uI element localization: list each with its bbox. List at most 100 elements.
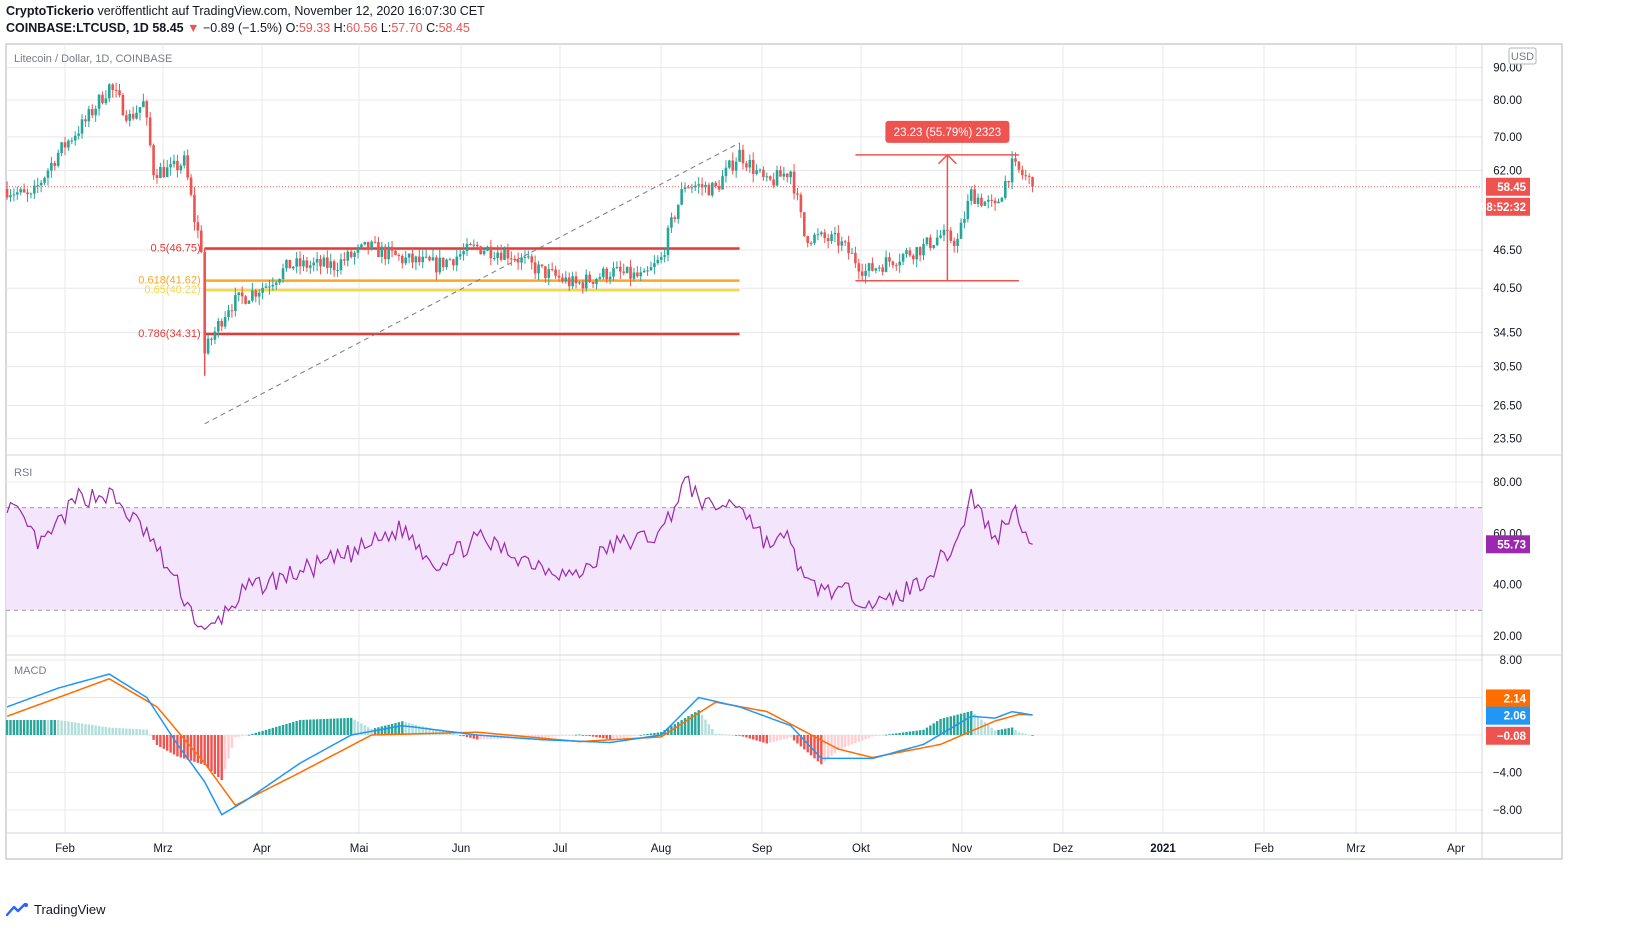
macd-histogram-bar: [367, 727, 370, 735]
macd-histogram-bar: [206, 735, 210, 768]
macd-histogram-bar: [901, 732, 905, 735]
price-axis[interactable]: 90.00 80.00 70.00 62.00 46.50 40.50 34.50 30.50…: [1493, 47, 1537, 817]
macd-histogram-bar: [779, 735, 782, 741]
macd-histogram-bar: [428, 727, 431, 735]
macd-histogram-bar: [605, 735, 608, 739]
rsi-band-fill: [6, 507, 1482, 611]
candle-body: [336, 270, 339, 272]
candle-body: [165, 167, 169, 178]
candle-body: [312, 262, 316, 266]
macd-histogram-bar: [234, 735, 237, 738]
candle-body: [820, 232, 823, 235]
macd-histogram-bar: [251, 733, 254, 735]
macd-histogram-bar: [315, 719, 319, 735]
candle-body: [80, 119, 84, 134]
candle-body: [530, 256, 534, 263]
candle-body: [629, 266, 632, 279]
macd-histogram-bar: [987, 724, 990, 735]
macd-histogram-bar: [864, 735, 867, 740]
candle-body: [578, 282, 581, 284]
macd-histogram-bar: [922, 729, 925, 735]
candle-body: [523, 256, 527, 258]
macd-histogram-bar: [448, 732, 452, 735]
macd-histogram-bar: [424, 727, 428, 735]
candle-body: [721, 176, 724, 190]
candle-body: [70, 140, 74, 142]
macd-histogram-bar: [690, 714, 694, 735]
candle-body: [779, 170, 782, 177]
macd-histogram-bar: [741, 735, 745, 737]
macd-histogram-bar: [404, 722, 407, 735]
open-value: 59.33: [298, 21, 331, 35]
macd-histogram-bar: [932, 723, 935, 735]
candle-body: [377, 242, 380, 258]
macd-histogram-bar: [533, 735, 537, 738]
candle-body: [704, 184, 707, 188]
tradingview-logo-icon: [6, 902, 28, 916]
close-value: 58.45: [438, 21, 470, 35]
candle-body: [619, 266, 622, 272]
macd-histogram-bar: [193, 735, 196, 762]
macd-histogram-bar: [240, 735, 244, 737]
candle-body: [135, 112, 138, 119]
candle-body: [656, 259, 660, 264]
chart-frame: [5, 43, 1563, 860]
candle-body: [768, 176, 772, 180]
macd-histogram-bar: [881, 735, 884, 736]
macd-histogram-bar: [888, 734, 891, 736]
candle-body: [540, 264, 544, 267]
candle-body: [516, 259, 520, 263]
footer-brand[interactable]: TradingView: [6, 902, 106, 917]
time-tick: Mrz: [153, 843, 172, 855]
macd-histogram-bar: [697, 710, 700, 735]
candle-body: [956, 238, 959, 246]
macd-histogram-bar: [465, 735, 469, 738]
candle-body: [264, 286, 268, 288]
macd-histogram-bar: [673, 724, 677, 735]
candle-body: [775, 170, 779, 186]
candle-body: [56, 153, 60, 166]
macd-histogram-bar: [356, 721, 360, 735]
candle-body: [884, 257, 888, 272]
candle-body: [90, 109, 94, 116]
macd-histogram-bar: [820, 735, 823, 765]
macd-histogram-bar: [486, 735, 489, 740]
candle-body: [203, 252, 206, 354]
candle-body: [922, 244, 925, 256]
candle-body: [860, 271, 864, 276]
time-axis[interactable]: Feb Mrz Apr Mai Jun Jul Aug Sep Okt Nov Dez 2021 Feb…: [55, 843, 1465, 855]
macd-histogram-bar: [537, 735, 540, 738]
macd-histogram-bar: [183, 735, 186, 759]
candle-body: [731, 160, 735, 171]
candle-body: [755, 170, 758, 174]
candle-body: [26, 192, 29, 195]
candle-body: [649, 267, 653, 271]
macd-histogram-bar: [1021, 733, 1024, 735]
macd-histogram-bar: [915, 730, 918, 735]
candle-body: [499, 252, 503, 260]
candle-body: [550, 269, 554, 271]
author-name[interactable]: CryptoTickerio: [6, 4, 94, 18]
macd-histogram-bar: [16, 720, 19, 735]
candle-body: [244, 296, 247, 304]
candle-body: [792, 171, 796, 194]
candle-body: [693, 185, 697, 188]
candle-body: [145, 101, 149, 118]
change-arrow-icon: ▼: [187, 21, 200, 35]
candle-body: [986, 199, 990, 202]
candle-body: [561, 277, 564, 282]
macd-hist-badge-box: [1486, 726, 1530, 745]
macd-histogram-bar: [322, 719, 326, 735]
macd-histogram-bar: [1000, 729, 1004, 735]
time-tick: Sep: [752, 843, 772, 855]
candle-body: [441, 257, 445, 268]
macd-panel-label: MACD: [14, 665, 46, 677]
candle-body: [833, 232, 837, 235]
candle-body: [816, 234, 820, 236]
candle-body: [387, 246, 390, 260]
candle-body: [615, 266, 619, 269]
candle-body: [261, 287, 264, 293]
candle-body: [802, 212, 806, 237]
candle-body: [414, 256, 418, 263]
